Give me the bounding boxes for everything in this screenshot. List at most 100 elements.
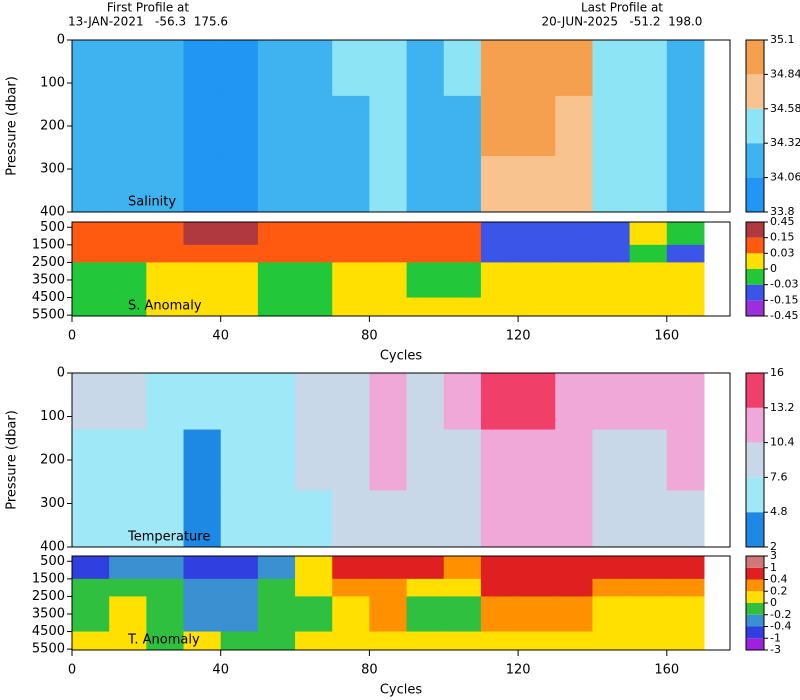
heat-cell <box>146 373 185 431</box>
heat-cell <box>555 631 593 651</box>
x-tick-label: 40 <box>212 329 229 344</box>
heat-cell <box>555 222 593 246</box>
heat-cell <box>72 556 110 580</box>
heat-cell <box>629 578 668 597</box>
heat-cell <box>332 373 370 431</box>
heat-cell <box>146 40 185 97</box>
x-tick-label: 120 <box>506 329 531 344</box>
heat-cell <box>332 222 370 246</box>
colorbar-segment <box>746 74 764 109</box>
heat-cell <box>183 631 222 651</box>
heat-cell <box>72 631 110 651</box>
heat-cell <box>257 596 296 633</box>
heat-cell <box>666 244 705 263</box>
heat-cell <box>257 40 296 97</box>
heat-cell <box>220 222 259 246</box>
heat-cell <box>257 244 296 263</box>
heat-cell <box>518 490 556 548</box>
heat-cell <box>72 297 110 317</box>
heat-cell <box>369 596 408 633</box>
heat-cell <box>332 578 370 597</box>
heat-cell <box>592 556 631 580</box>
heat-cell <box>220 556 259 580</box>
y-tick-label: 300 <box>40 162 65 177</box>
heat-cell <box>443 262 482 299</box>
colorbar-segment <box>746 477 764 513</box>
heat-cell <box>332 244 370 263</box>
heat-cell <box>109 156 147 213</box>
heat-cell <box>443 578 482 597</box>
colorbar-segment <box>746 40 764 75</box>
heat-cell <box>369 631 408 651</box>
heat-cell <box>183 40 222 97</box>
heat-cell <box>443 297 482 317</box>
heat-cell <box>406 556 445 580</box>
colorbar-segment <box>746 626 764 639</box>
heat-cell <box>629 631 668 651</box>
heat-cell <box>369 262 408 299</box>
heat-cell <box>480 596 519 633</box>
heat-cell <box>592 40 631 97</box>
heat-cell <box>109 40 147 97</box>
heat-cell <box>183 596 222 633</box>
heat-cell <box>629 490 668 548</box>
heat-cell <box>518 40 556 97</box>
heat-cell <box>629 373 668 431</box>
heat-cell <box>480 578 519 597</box>
heat-cell <box>406 631 445 651</box>
colorbar-segment <box>746 222 764 238</box>
heat-cell <box>295 373 333 431</box>
heat-cell <box>518 556 556 580</box>
heat-cell <box>666 297 705 317</box>
heat-cell <box>518 244 556 263</box>
heat-cell <box>369 40 408 97</box>
colorbar-tick-label: 10.4 <box>770 436 795 449</box>
heat-cell <box>295 596 333 633</box>
colorbar-tick-label: -0.45 <box>770 309 798 322</box>
y-tick-label: 3500 <box>32 606 65 621</box>
heat-cell <box>257 578 296 597</box>
heat-cell <box>406 373 445 431</box>
heat-cell <box>146 262 185 299</box>
heat-cell <box>555 596 593 633</box>
heat-cell <box>295 556 333 580</box>
y-tick-label: 100 <box>40 76 65 91</box>
heat-cell <box>443 40 482 97</box>
heat-cell <box>629 297 668 317</box>
colorbar-segment <box>746 603 764 615</box>
heat-cell <box>480 297 519 317</box>
heat-cell <box>109 490 147 548</box>
heat-cell <box>295 631 333 651</box>
heat-cell <box>220 244 259 263</box>
heat-cell <box>369 222 408 246</box>
heat-cell <box>666 631 705 651</box>
heat-cell <box>369 578 408 597</box>
heat-cell <box>666 373 705 431</box>
heat-cell <box>295 40 333 97</box>
heat-cell <box>146 556 185 580</box>
heat-cell <box>369 156 408 213</box>
heat-cell <box>220 95 259 157</box>
heat-cell <box>666 556 705 580</box>
heat-cell <box>666 262 705 299</box>
heat-cell <box>109 373 147 431</box>
heat-cell <box>72 40 110 97</box>
colorbar-segment <box>746 591 764 603</box>
heat-cell <box>295 156 333 213</box>
heat-cell <box>109 95 147 157</box>
colorbar-segment <box>746 253 764 269</box>
last-profile-label: Last Profile at <box>581 1 663 15</box>
colorbar-tick-label: -0.03 <box>770 278 798 291</box>
colorbar-tick-label: 34.06 <box>770 171 800 184</box>
heat-cell <box>220 262 259 299</box>
heat-cell <box>555 262 593 299</box>
heat-cell <box>183 297 222 317</box>
heat-cell <box>369 95 408 157</box>
heat-cell <box>220 297 259 317</box>
heat-cell <box>72 596 110 633</box>
heat-cell <box>332 262 370 299</box>
heat-cell <box>332 297 370 317</box>
y-tick-label: 4500 <box>32 624 65 639</box>
heat-cell <box>369 297 408 317</box>
